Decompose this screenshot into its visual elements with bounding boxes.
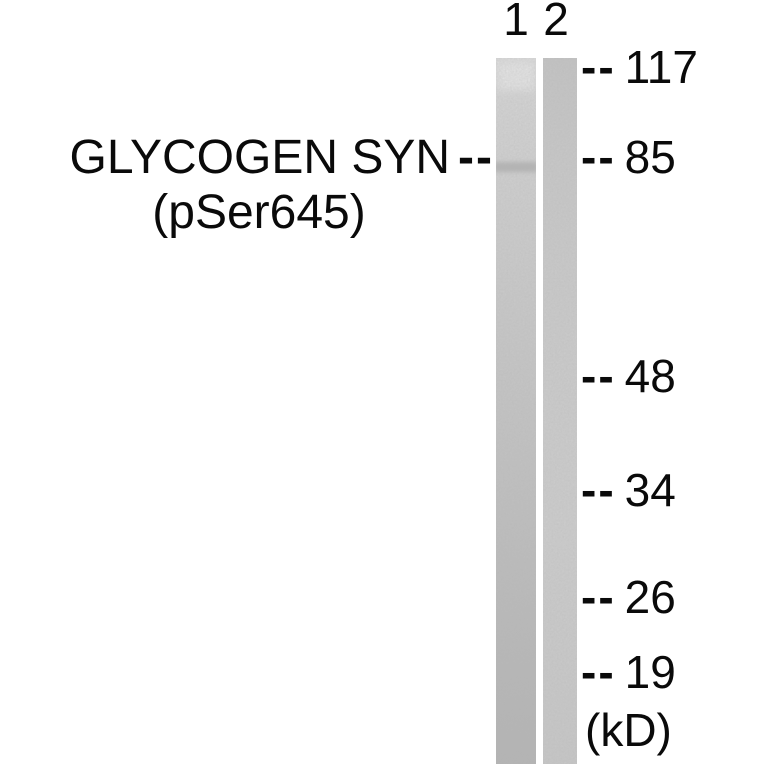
lane-noise-texture [496,58,536,764]
blot-lane-1 [496,58,536,764]
marker-weight: 48 [624,350,676,402]
marker-weight: 26 [624,571,676,623]
marker-dash-icon: -- [581,646,616,698]
blot-lane-2 [543,58,577,764]
lane-1-label: 1 [503,0,529,45]
marker-weight: 19 [624,646,676,698]
kd-unit-label: (kD) [585,704,672,756]
marker-weight: 117 [624,41,698,93]
marker-dash-icon: -- [581,571,616,623]
target-label-line1: GLYCOGEN SYN -- [0,134,494,182]
marker-row-117: -- 117 [581,44,698,90]
marker-row-26: -- 26 [581,574,676,620]
marker-weight: 34 [624,464,676,516]
lane-2-label: 2 [543,0,569,45]
target-modification: (pSer645) [152,186,366,239]
marker-row-85: -- 85 [581,134,676,180]
marker-dash-icon: -- [581,350,616,402]
marker-row-34: -- 34 [581,467,676,513]
marker-dash-icon: -- [581,464,616,516]
marker-weight: 85 [624,131,676,183]
marker-row-19: -- 19 [581,649,676,695]
marker-dash-icon: -- [581,41,616,93]
marker-dash-icon: -- [581,131,616,183]
marker-row-48: -- 48 [581,353,676,399]
lane-noise-texture [543,58,577,764]
target-pointer-dash: -- [458,131,494,184]
target-name: GLYCOGEN SYN [69,131,451,184]
